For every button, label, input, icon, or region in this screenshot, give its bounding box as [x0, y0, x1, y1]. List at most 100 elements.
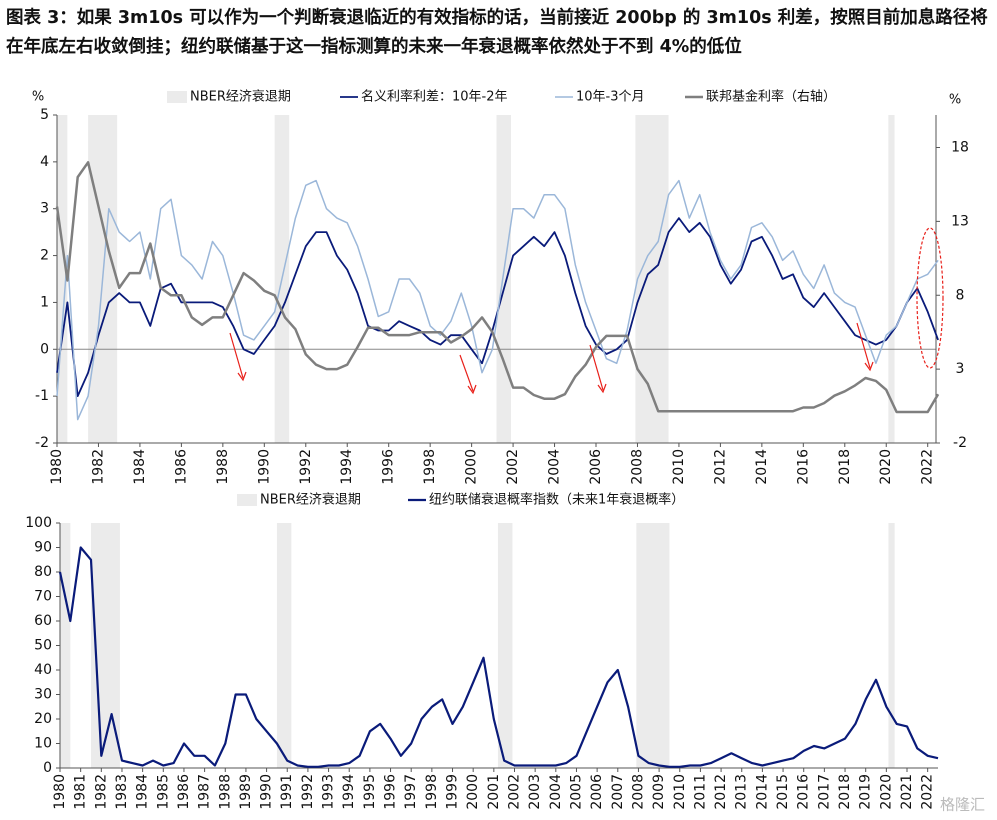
- y-tick-label: 40: [34, 662, 52, 678]
- recession-band: [888, 523, 895, 768]
- x-tick-label: 2010: [671, 449, 687, 485]
- y2-tick-label: 3: [956, 361, 965, 377]
- x-tick-label: 2018: [837, 774, 853, 810]
- x-tick-label: 1986: [176, 774, 192, 810]
- x-tick-label: 2013: [734, 774, 750, 810]
- x-tick-label: 1989: [238, 774, 254, 810]
- recession-band: [497, 523, 513, 768]
- y-tick-label: 10: [34, 736, 52, 752]
- x-tick-label: 2001: [486, 774, 502, 810]
- recession-band: [635, 115, 669, 443]
- x-tick-label: 1984: [135, 774, 151, 810]
- x-tick-label: 2022: [920, 449, 936, 485]
- x-tick-label: 1982: [90, 449, 106, 485]
- x-tick-label: 2020: [878, 449, 894, 485]
- x-tick-label: 2008: [630, 774, 646, 810]
- x-tick-label: 2006: [589, 774, 605, 810]
- y-tick-label: 70: [34, 589, 52, 605]
- series-line: [58, 546, 939, 768]
- highlight-ellipse: [916, 227, 944, 369]
- x-tick-label: 1992: [300, 774, 316, 810]
- x-tick-label: 1996: [383, 774, 399, 810]
- legend-label: NBER经济衰退期: [260, 492, 361, 508]
- x-tick-label: 2002: [505, 449, 521, 485]
- y-tick-label: 100: [25, 515, 52, 531]
- arrow-head: [864, 361, 874, 372]
- x-tick-label: 2019: [858, 774, 874, 810]
- annotations: [229, 227, 944, 395]
- chart-title: 图表 3：如果 3m10s 可以作为一个判断衰退临近的有效指标的话，当前接近 2…: [6, 8, 988, 57]
- x-tick-label: 1982: [93, 774, 109, 810]
- x-tick-label: 2005: [568, 774, 584, 810]
- recession-band: [57, 115, 68, 443]
- y2-tick-label: 18: [951, 140, 969, 156]
- y-unit: %: [32, 90, 44, 105]
- x-tick-label: 1980: [49, 449, 65, 485]
- legend-swatch: [237, 494, 257, 506]
- y-tick-label: -2: [35, 435, 49, 451]
- x-tick-label: 1998: [424, 774, 440, 810]
- x-tick-label: 1987: [197, 774, 213, 810]
- x-tick-label: 2000: [464, 449, 480, 485]
- legend-swatch: [167, 91, 187, 103]
- y-tick-label: -1: [35, 388, 49, 404]
- plot-area: -2 -1 0 1 2 3 4 5 -2 3 8 13 18% % 1980 1982 1984 1986 1988…: [25, 89, 969, 810]
- x-tick-label: 2017: [816, 774, 832, 810]
- x-tick-label: 1990: [256, 449, 272, 485]
- arrow: [589, 344, 604, 391]
- y-tick-label: 90: [34, 540, 52, 556]
- x-tick-label: 2012: [713, 774, 729, 810]
- x-tick-label: 1980: [52, 774, 68, 810]
- arrow: [459, 354, 474, 392]
- x-tick-label: 2016: [795, 449, 811, 485]
- y2-tick-label: 13: [951, 213, 969, 229]
- x-tick-label: 2014: [754, 774, 770, 810]
- recession-band: [60, 523, 71, 768]
- y2-unit: %: [949, 93, 961, 108]
- x-tick-label: 1981: [73, 774, 89, 810]
- x-tick-label: 1995: [362, 774, 378, 810]
- x-tick-label: 1993: [321, 774, 337, 810]
- legend-label: 纽约联储衰退概率指数（未来1年衰退概率）: [429, 492, 684, 508]
- x-tick-label: 1988: [215, 449, 231, 485]
- x-tick-label: 2011: [692, 774, 708, 810]
- x-tick-label: 1998: [422, 449, 438, 485]
- y-tick-label: 2: [40, 248, 49, 264]
- x-tick-label: 1996: [381, 449, 397, 485]
- x-tick-label: 2007: [610, 774, 626, 810]
- y-tick-label: 3: [40, 201, 49, 217]
- x-tick-label: 2002: [506, 774, 522, 810]
- x-tick-label: 2010: [672, 774, 688, 810]
- arrow-head: [467, 384, 477, 395]
- x-tick-label: 1999: [445, 774, 461, 810]
- y-tick-label: 20: [34, 711, 52, 727]
- series-line: [56, 179, 939, 421]
- x-tick-label: 1997: [403, 774, 419, 810]
- x-tick-label: 2004: [547, 449, 563, 485]
- x-tick-label: 2014: [754, 449, 770, 485]
- x-tick-label: 1984: [132, 449, 148, 485]
- x-tick-label: 1988: [217, 774, 233, 810]
- watermark: 格隆汇: [940, 796, 985, 814]
- x-tick-label: 1994: [339, 449, 355, 485]
- x-tick-label: 2015: [775, 774, 791, 810]
- y-tick-label: 0: [40, 341, 49, 357]
- y-tick-label: 4: [40, 154, 49, 170]
- x-tick-label: 1992: [298, 449, 314, 485]
- y-tick-label: 30: [34, 687, 52, 703]
- x-tick-label: 2003: [527, 774, 543, 810]
- x-tick-label: 2012: [712, 449, 728, 485]
- x-tick-label: 2016: [796, 774, 812, 810]
- series-line: [55, 161, 940, 414]
- legend-label: 名义利率利差：10年-2年: [361, 89, 508, 105]
- y-tick-label: 5: [40, 107, 49, 123]
- arrow-head: [597, 383, 607, 394]
- x-tick-label: 2018: [837, 449, 853, 485]
- arrow: [229, 332, 244, 379]
- x-tick-label: 2021: [899, 774, 915, 810]
- x-tick-label: 2006: [588, 449, 604, 485]
- y-tick-label: 80: [34, 564, 52, 580]
- y2-tick-label: -2: [953, 435, 967, 451]
- x-tick-label: 1991: [279, 774, 295, 810]
